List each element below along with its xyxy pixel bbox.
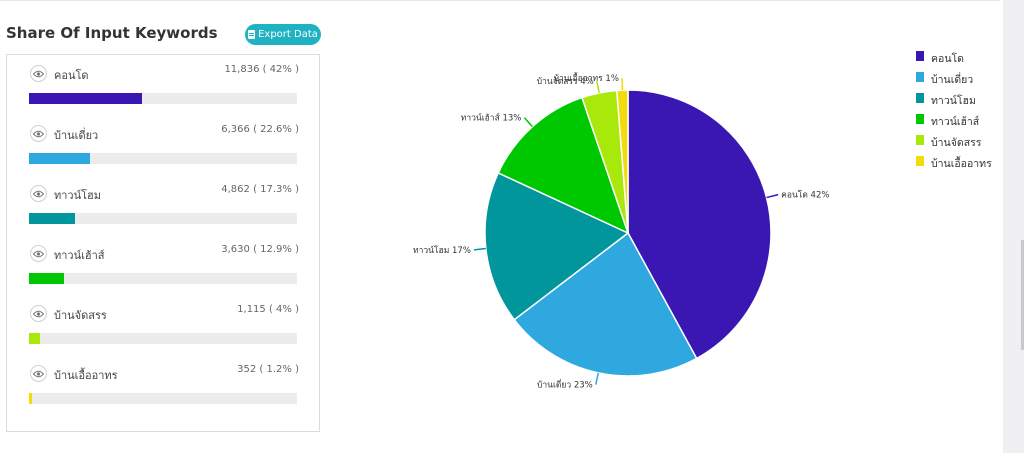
legend-swatch bbox=[916, 114, 924, 124]
legend-label: ทาวน์โฮม bbox=[931, 95, 976, 107]
keyword-label: บ้านเดี่ยว bbox=[54, 129, 99, 142]
keyword-label: คอนโด bbox=[54, 69, 89, 82]
keyword-value: 352 ( 1.2% ) bbox=[237, 364, 299, 375]
eye-icon[interactable] bbox=[30, 65, 47, 82]
eye-icon[interactable] bbox=[30, 305, 47, 322]
keyword-value: 11,836 ( 42% ) bbox=[224, 64, 299, 75]
eye-icon[interactable] bbox=[30, 245, 47, 262]
keyword-bar-fill bbox=[29, 333, 40, 344]
keyword-row: ทาวน์เฮ้าส์ 3,630 ( 12.9% ) bbox=[27, 239, 299, 284]
legend-label: บ้านเอื้ออาทร bbox=[931, 158, 992, 170]
keyword-row: บ้านเอื้ออาทร 352 ( 1.2% ) bbox=[27, 359, 299, 404]
keyword-row: ทาวน์โฮม 4,862 ( 17.3% ) bbox=[27, 179, 299, 224]
keyword-bar-fill bbox=[29, 273, 64, 284]
legend-label: บ้านจัดสรร bbox=[931, 137, 982, 149]
pie-slice[interactable] bbox=[484, 171, 630, 321]
legend-label: บ้านเดี่ยว bbox=[931, 74, 974, 86]
legend-swatch bbox=[916, 135, 924, 145]
document-icon bbox=[248, 30, 256, 39]
eye-icon[interactable] bbox=[30, 185, 47, 202]
keyword-row: บ้านจัดสรร 1,115 ( 4% ) bbox=[27, 299, 299, 344]
keyword-value: 1,115 ( 4% ) bbox=[237, 304, 299, 315]
keyword-bar-track bbox=[29, 153, 297, 164]
keyword-bar-track bbox=[29, 273, 297, 284]
pie-slice[interactable] bbox=[627, 89, 772, 360]
label-leader-line bbox=[766, 193, 779, 199]
keyword-bar-fill bbox=[29, 93, 142, 104]
keyword-label: บ้านจัดสรร bbox=[54, 309, 107, 322]
legend-swatch bbox=[916, 51, 924, 61]
keyword-value: 4,862 ( 17.3% ) bbox=[221, 184, 299, 195]
pie-data-label: คอนโด 42% bbox=[781, 190, 829, 201]
legend-swatch bbox=[916, 72, 924, 82]
keyword-bar-fill bbox=[29, 393, 33, 404]
legend-label: คอนโด bbox=[931, 53, 964, 65]
keyword-bar-fill bbox=[29, 153, 90, 164]
pie-data-label: บ้านจัดสรร 4% bbox=[537, 76, 594, 87]
pie-data-label: ทาวน์โฮม 17% bbox=[413, 245, 471, 256]
eye-icon[interactable] bbox=[30, 365, 47, 382]
legend-swatch bbox=[916, 156, 924, 166]
pie-slice[interactable] bbox=[513, 231, 698, 377]
export-data-button[interactable]: Export Data bbox=[245, 24, 321, 45]
keyword-value: 3,630 ( 12.9% ) bbox=[221, 244, 299, 255]
keyword-bar-track bbox=[29, 93, 297, 104]
legend-label: ทาวน์เฮ้าส์ bbox=[931, 116, 980, 128]
keyword-label: บ้านเอื้ออาทร bbox=[54, 369, 118, 382]
keyword-value: 6,366 ( 22.6% ) bbox=[221, 124, 299, 135]
label-leader-line bbox=[596, 81, 600, 94]
label-leader-line bbox=[473, 247, 486, 251]
page-title: Share Of Input Keywords bbox=[6, 24, 218, 42]
export-data-label: Export Data bbox=[258, 29, 318, 40]
eye-icon[interactable] bbox=[30, 125, 47, 142]
scrollbar[interactable] bbox=[1003, 0, 1024, 453]
keyword-bar-track bbox=[29, 393, 297, 404]
label-leader-line bbox=[595, 372, 600, 385]
keyword-row: บ้านเดี่ยว 6,366 ( 22.6% ) bbox=[27, 119, 299, 164]
pie-data-label: บ้านเดี่ยว 23% bbox=[537, 379, 593, 391]
keyword-label: ทาวน์เฮ้าส์ bbox=[54, 249, 105, 262]
top-divider bbox=[0, 0, 1000, 1]
pie-slice[interactable] bbox=[615, 89, 629, 234]
pie-data-label: บ้านเอื้ออาทร 1% bbox=[554, 72, 619, 84]
legend-swatch bbox=[916, 93, 924, 103]
keyword-label: ทาวน์โฮม bbox=[54, 189, 101, 202]
keyword-row: คอนโด 11,836 ( 42% ) bbox=[27, 59, 299, 104]
scrollbar-thumb[interactable] bbox=[1021, 240, 1024, 350]
keyword-bar-track bbox=[29, 333, 297, 344]
keyword-bar-track bbox=[29, 213, 297, 224]
keyword-list: คอนโด 11,836 ( 42% ) บ้านเดี่ยว 6,366 ( … bbox=[6, 54, 320, 432]
pie-chart: คอนโด 42% บ้านเดี่ยว 23% ทาวน์โฮม 17% ทาวน์… bbox=[413, 72, 829, 391]
pie-data-label: ทาวน์เฮ้าส์ 13% bbox=[461, 113, 522, 124]
pie-slice[interactable] bbox=[497, 96, 630, 235]
label-leader-line bbox=[523, 117, 533, 128]
keyword-bar-fill bbox=[29, 213, 76, 224]
